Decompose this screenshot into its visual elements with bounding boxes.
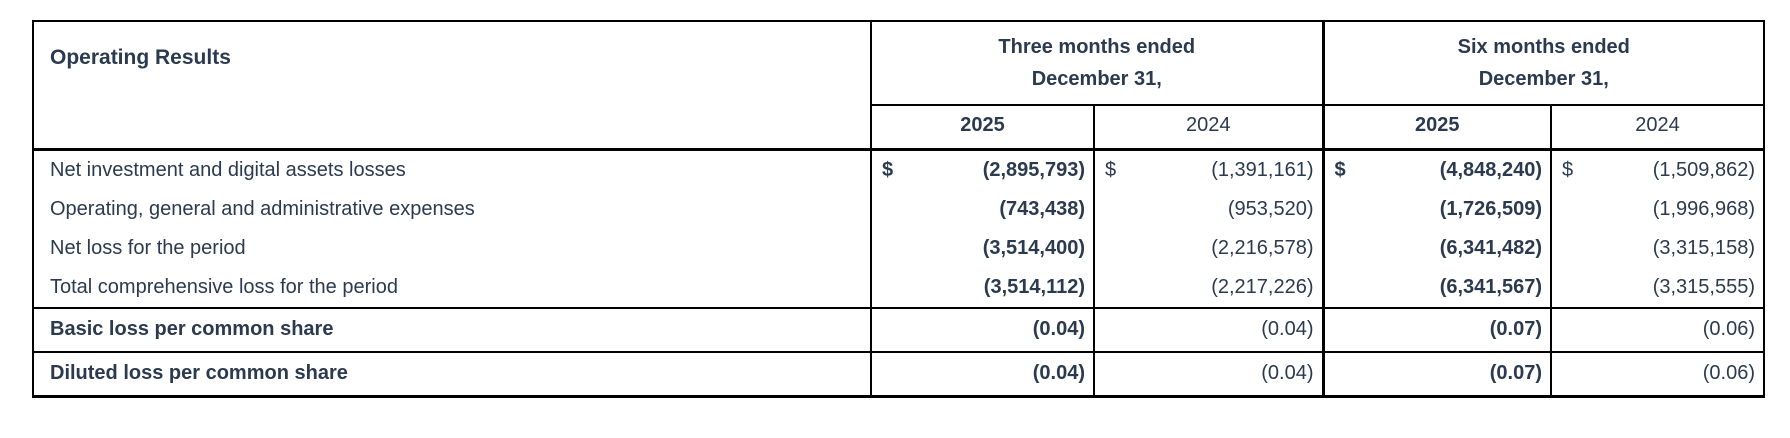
cell-six-months-2024: (1,996,968) xyxy=(1550,190,1765,229)
cell-six-months-2024: (3,315,158) xyxy=(1550,229,1765,268)
cell-three-months-2025: $ (2,895,793) xyxy=(870,149,1094,190)
cell-six-months-2025: (0.07) xyxy=(1321,307,1552,352)
amount-value: (743,438) xyxy=(999,198,1085,220)
group-header-three-months: Three months ended December 31, xyxy=(869,21,1324,106)
group-header-six-months-line2: December 31, xyxy=(1478,68,1609,90)
amount-value: (0.04) xyxy=(1032,362,1085,384)
amount-value: (3,514,400) xyxy=(982,237,1085,259)
amount-value: (0.04) xyxy=(1032,318,1085,340)
amount-value: (0.07) xyxy=(1489,362,1543,384)
year-header-six-months-2025: 2025 xyxy=(1321,105,1552,151)
amount-value: (0.04) xyxy=(1261,362,1314,384)
cell-six-months-2024: (3,315,555) xyxy=(1550,268,1765,308)
amount-value: (0.06) xyxy=(1702,362,1756,384)
cell-six-months-2024: (0.06) xyxy=(1550,307,1765,352)
cell-three-months-2024: (0.04) xyxy=(1092,351,1324,397)
table-title: Operating Results xyxy=(33,21,871,151)
currency-symbol: $ xyxy=(1105,159,1117,181)
amount-value: (6,341,482) xyxy=(1439,237,1543,259)
amount-value: (2,217,226) xyxy=(1211,276,1314,298)
group-header-six-months: Six months ended December 31, xyxy=(1321,21,1765,106)
row-label: Basic loss per common share xyxy=(33,307,871,352)
amount-value: (2,895,793) xyxy=(982,159,1085,181)
cell-six-months-2025: (6,341,482) xyxy=(1321,229,1552,268)
amount-value: (3,315,555) xyxy=(1652,276,1756,298)
cell-three-months-2025: (743,438) xyxy=(870,190,1094,229)
year-header-six-months-2024: 2024 xyxy=(1550,105,1765,151)
amount-value: (1,996,968) xyxy=(1652,198,1756,220)
cell-three-months-2025: (0.04) xyxy=(870,307,1094,352)
row-label: Net investment and digital assets losses xyxy=(50,159,406,181)
group-header-three-months-line1: Three months ended xyxy=(998,36,1196,58)
amount-value: (0.04) xyxy=(1261,318,1314,340)
amount-value: (0.06) xyxy=(1702,318,1756,340)
table-row: Net investment and digital assets losses… xyxy=(33,149,1765,190)
currency-symbol: $ xyxy=(1334,159,1346,181)
amount-value: (1,391,161) xyxy=(1211,159,1314,181)
currency-symbol: $ xyxy=(1562,159,1574,181)
cell-three-months-2025: (3,514,400) xyxy=(870,229,1094,268)
amount-value: (1,726,509) xyxy=(1439,198,1543,220)
table-row: Total comprehensive loss for the period (… xyxy=(33,268,1765,308)
year-header-row: 2025 2024 2025 2024 xyxy=(33,105,1765,151)
table-row: Operating, general and administrative ex… xyxy=(33,190,1765,229)
amount-value: (953,520) xyxy=(1227,198,1314,220)
table-row: Net loss for the period (3,514,400) (2,216… xyxy=(33,229,1765,268)
cell-six-months-2024: $ (1,509,862) xyxy=(1550,149,1765,190)
amount-value: (0.07) xyxy=(1489,318,1543,340)
row-label: Diluted loss per common share xyxy=(33,351,871,397)
row-label: Total comprehensive loss for the period xyxy=(50,276,398,298)
cell-three-months-2024: (2,217,226) xyxy=(1092,268,1324,308)
cell-three-months-2024: (2,216,578) xyxy=(1092,229,1324,268)
cell-six-months-2025: $ (4,848,240) xyxy=(1321,149,1552,190)
year-header-three-months-2025: 2025 xyxy=(870,105,1094,151)
amount-value: (4,848,240) xyxy=(1439,159,1543,181)
cell-six-months-2025: (1,726,509) xyxy=(1321,190,1552,229)
currency-symbol: $ xyxy=(882,159,894,181)
year-header-three-months-2024: 2024 xyxy=(1092,105,1324,151)
cell-three-months-2024: (953,520) xyxy=(1092,190,1324,229)
row-label: Net loss for the period xyxy=(50,237,246,259)
table-row: Diluted loss per common share (0.04) (0.04… xyxy=(33,351,1765,397)
cell-six-months-2025: (0.07) xyxy=(1321,351,1552,397)
cell-three-months-2025: (0.04) xyxy=(870,351,1094,397)
group-header-three-months-line2: December 31, xyxy=(1031,68,1162,90)
operating-results-table: Operating Results Three months ended Dec… xyxy=(32,20,1766,398)
cell-three-months-2024: $ (1,391,161) xyxy=(1092,149,1324,190)
table-row: Basic loss per common share (0.04) (0.04) (… xyxy=(33,307,1765,352)
cell-six-months-2024: (0.06) xyxy=(1550,351,1765,397)
cell-three-months-2024: (0.04) xyxy=(1092,307,1324,352)
amount-value: (6,341,567) xyxy=(1439,276,1543,298)
amount-value: (1,509,862) xyxy=(1652,159,1756,181)
amount-value: (2,216,578) xyxy=(1211,237,1314,259)
group-header-row: Operating Results Three months ended Dec… xyxy=(33,21,1765,151)
amount-value: (3,315,158) xyxy=(1652,237,1756,259)
cell-six-months-2025: (6,341,567) xyxy=(1321,268,1552,308)
cell-three-months-2025: (3,514,112) xyxy=(870,268,1094,308)
row-label: Operating, general and administrative ex… xyxy=(50,198,475,220)
group-header-six-months-line1: Six months ended xyxy=(1457,36,1630,58)
amount-value: (3,514,112) xyxy=(983,276,1085,298)
